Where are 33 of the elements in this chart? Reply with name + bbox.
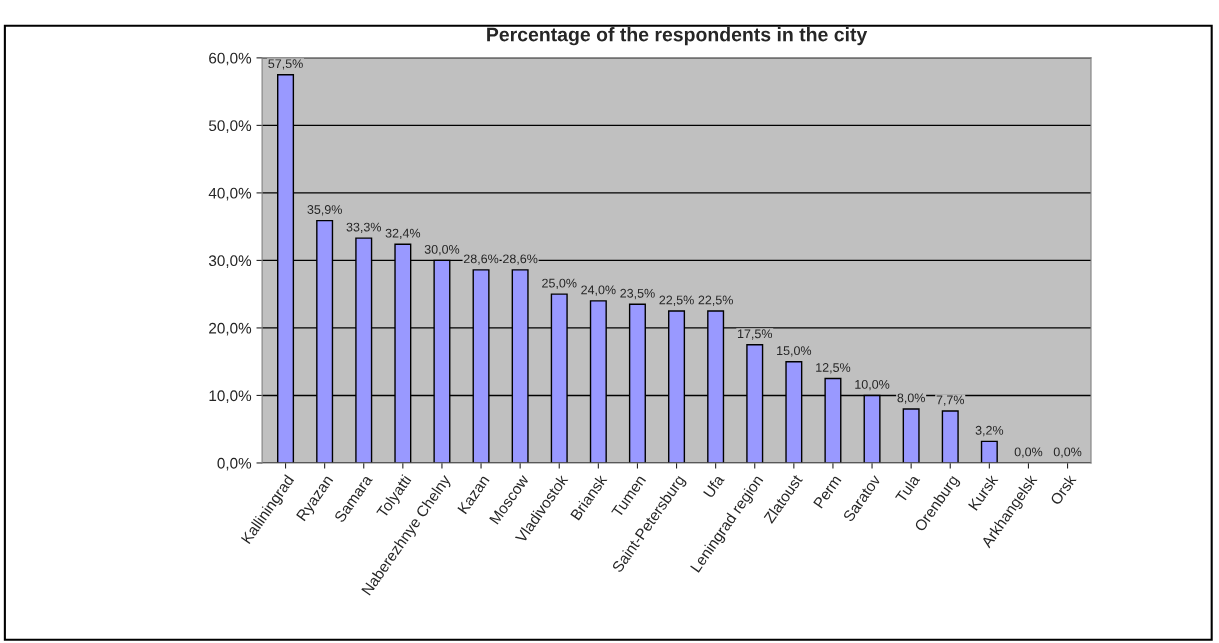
data-label: 28,6% (463, 254, 499, 265)
data-label: 30,0% (424, 244, 460, 256)
data-label: 23,5% (620, 288, 655, 300)
bar (941, 410, 959, 463)
data-label: 3,2% (975, 425, 1004, 437)
data-label: 10,0% (855, 379, 890, 391)
y-tick-label: 0,0% (217, 457, 252, 471)
data-label: 22,5% (659, 295, 694, 306)
data-label: 57,5% (268, 59, 303, 70)
data-label: 32,4% (385, 228, 421, 240)
x-tick-label: Ufa (702, 473, 725, 499)
data-label: 12,5% (816, 363, 851, 374)
data-label: 0,0% (1053, 447, 1082, 458)
data-label: 0,0% (1014, 447, 1043, 458)
data-label: 28,6% (503, 254, 538, 265)
data-label: 17,5% (737, 329, 773, 340)
data-label: 15,0% (777, 346, 812, 357)
data-label: 22,5% (698, 295, 733, 306)
y-tick-label: 30,0% (208, 255, 252, 268)
y-tick-label: 40,0% (208, 187, 252, 201)
data-label: 35,9% (307, 205, 342, 216)
y-tick-label: 10,0% (209, 390, 252, 403)
data-label: 8,0% (897, 393, 925, 404)
chart-title: Percentage of the respondents in the city (487, 27, 868, 46)
y-tick-label: 20,0% (209, 322, 252, 336)
data-label: 24,0% (581, 285, 616, 296)
y-tick-label: 60,0% (209, 52, 252, 66)
data-label: 7,7% (936, 395, 965, 406)
bar (902, 408, 920, 463)
bar (980, 440, 998, 463)
data-label: 25,0% (542, 278, 577, 290)
y-tick-label: 50,0% (208, 120, 252, 133)
data-label: 33,3% (346, 222, 382, 233)
